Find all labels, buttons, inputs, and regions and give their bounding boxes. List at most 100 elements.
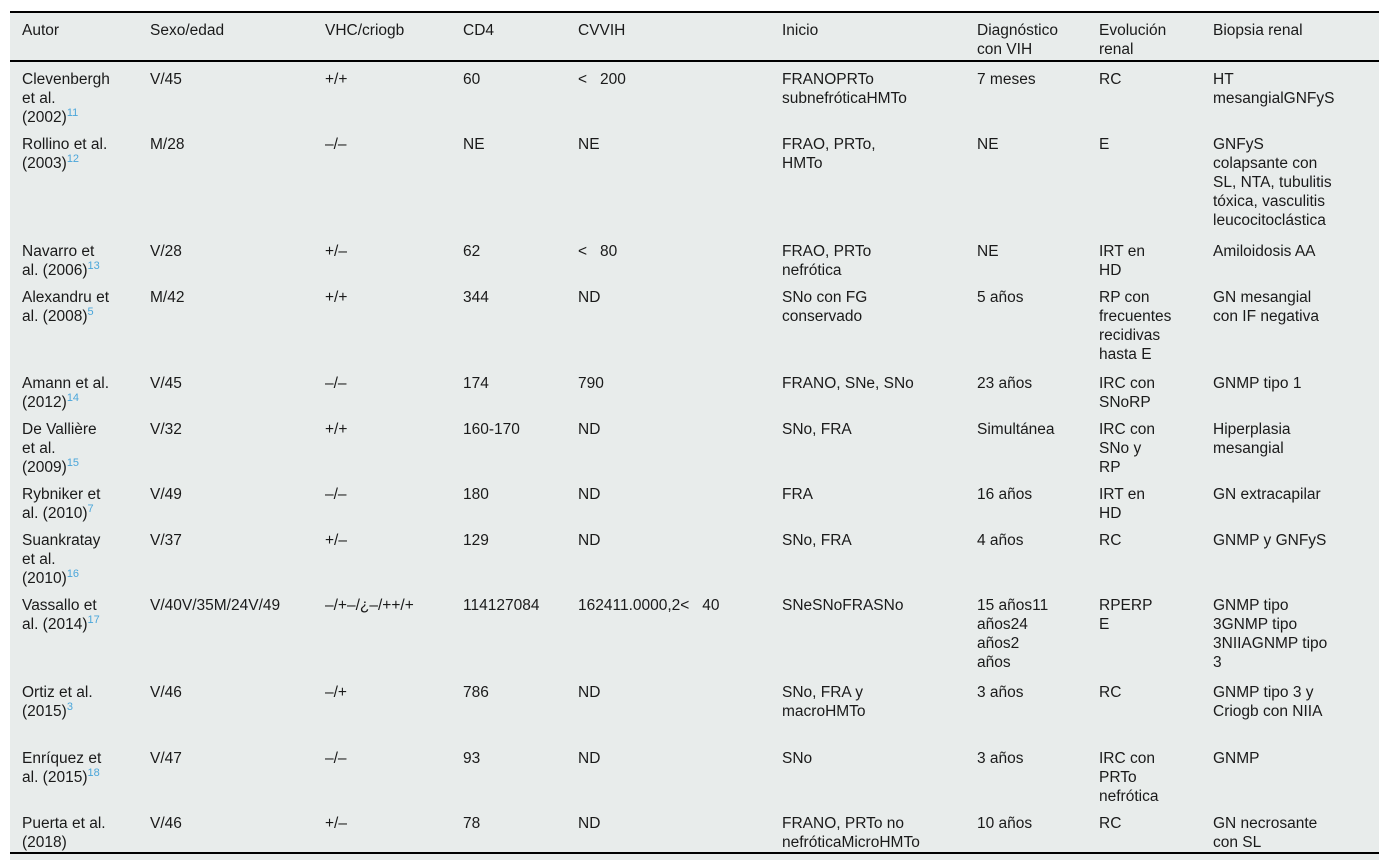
cell-diagnostico-con-vih: 3 años xyxy=(977,750,1024,767)
cell-cvvih: 790 xyxy=(578,375,604,392)
cell-diagnostico-con-vih: 3 años xyxy=(977,684,1024,701)
reference-superscript-link[interactable]: 12 xyxy=(66,152,80,165)
cell-inicio: FRA xyxy=(782,486,813,503)
cell-inicio: SNeSNoFRASNo xyxy=(782,597,904,614)
cell-sexo-edad: V/45 xyxy=(150,71,182,88)
cell-evolucion-renal: IRT en HD xyxy=(1099,243,1145,279)
cell-cd4: 160-170 xyxy=(463,421,520,438)
cell-evolucion-renal: RC xyxy=(1099,532,1122,549)
cell-cvvih: ND xyxy=(578,750,601,767)
cell-cd4: 786 xyxy=(463,684,489,701)
table-row: Ortiz et al. (2015)3 V/46 –/+ 786 ND SNo… xyxy=(10,675,1379,741)
author-citation: De Vallière et al. (2009) xyxy=(22,421,97,476)
cell-cd4: 174 xyxy=(463,375,489,392)
cell-diagnostico-con-vih: 5 años xyxy=(977,289,1024,306)
cell-inicio: SNo con FG conservado xyxy=(782,289,868,325)
cell-inicio: FRANOPRTo subnefróticaHMTo xyxy=(782,71,907,107)
cell-biopsia-renal: HT mesangialGNFyS xyxy=(1213,71,1335,107)
cell-vhc-criogb: +/– xyxy=(325,532,347,549)
cell-vhc-criogb: +/+ xyxy=(325,421,348,438)
reference-superscript-link[interactable]: 18 xyxy=(87,766,100,779)
cell-autor: Vassallo et al. (2014)17 xyxy=(10,588,138,675)
table-header-row: Autor Sexo/edad VHC/criogb CD4 CVVIH Ini… xyxy=(10,12,1379,62)
cell-cvvih: 162411.0000,2< 40 xyxy=(578,597,720,614)
cell-vhc-criogb: –/– xyxy=(325,375,347,392)
cell-cd4: 60 xyxy=(463,71,481,88)
cell-diagnostico-con-vih: 15 años11 años24 años2 años xyxy=(977,597,1049,671)
table-header: Autor Sexo/edad VHC/criogb CD4 CVVIH Ini… xyxy=(10,12,1379,62)
cell-inicio: FRANO, SNe, SNo xyxy=(782,375,914,392)
cell-biopsia-renal: GNMP tipo 3 y Criogb con NIIA xyxy=(1213,684,1323,720)
cell-cvvih: ND xyxy=(578,486,601,503)
author-citation: Enríquez et al. (2015) xyxy=(22,750,102,786)
column-header-biopsia-renal: Biopsia renal xyxy=(1201,12,1379,62)
cell-inicio: SNo, FRA y macroHMTo xyxy=(782,684,866,720)
cell-evolucion-renal: RC xyxy=(1099,684,1122,701)
cell-vhc-criogb: +/+ xyxy=(325,71,348,88)
cell-vhc-criogb: –/+ xyxy=(325,684,347,701)
cell-diagnostico-con-vih: 16 años xyxy=(977,486,1033,503)
cell-autor: Alexandru et al. (2008)5 xyxy=(10,280,138,366)
cell-sexo-edad: V/46 xyxy=(150,684,182,701)
cell-cd4: 180 xyxy=(463,486,489,503)
cell-cvvih: ND xyxy=(578,532,601,549)
cell-biopsia-renal: Amiloidosis AA xyxy=(1213,243,1316,260)
author-citation: Clevenbergh et al. (2002) xyxy=(22,71,110,126)
reference-superscript-link[interactable]: 5 xyxy=(87,305,94,318)
cell-diagnostico-con-vih: Simultánea xyxy=(977,421,1055,438)
cell-biopsia-renal: GN necrosante con SL xyxy=(1213,815,1318,851)
cell-autor: Clevenbergh et al. (2002)11 xyxy=(10,61,138,127)
author-citation: Navarro et al. (2006) xyxy=(22,243,95,279)
cell-sexo-edad: V/28 xyxy=(150,243,182,260)
cell-cd4: 93 xyxy=(463,750,481,767)
cell-biopsia-renal: GN extracapilar xyxy=(1213,486,1321,503)
reference-superscript-link[interactable]: 7 xyxy=(87,502,94,515)
cell-diagnostico-con-vih: 23 años xyxy=(977,375,1033,392)
cell-sexo-edad: M/28 xyxy=(150,136,185,153)
author-citation: Ortiz et al. (2015) xyxy=(22,684,93,720)
cell-vhc-criogb: –/– xyxy=(325,486,347,503)
reference-superscript-link[interactable]: 13 xyxy=(87,259,100,272)
cell-diagnostico-con-vih: 10 años xyxy=(977,815,1033,832)
author-citation: Rollino et al. (2003) xyxy=(22,136,108,172)
table-row: Alexandru et al. (2008)5 M/42 +/+ 344 ND… xyxy=(10,280,1379,366)
column-header-autor: Autor xyxy=(10,12,138,62)
table-row: Amann et al. (2012)14 V/45 –/– 174 790 F… xyxy=(10,366,1379,412)
cell-sexo-edad: M/42 xyxy=(150,289,185,306)
cell-evolucion-renal: RC xyxy=(1099,815,1122,832)
cell-evolucion-renal: RPERP E xyxy=(1099,597,1153,633)
cell-sexo-edad: V/45 xyxy=(150,375,182,392)
reference-superscript-link[interactable]: 3 xyxy=(66,700,73,713)
cell-cd4: 62 xyxy=(463,243,481,260)
table-row: Rybniker et al. (2010)7 V/49 –/– 180 ND … xyxy=(10,477,1379,523)
cell-cd4: 114127084 xyxy=(463,597,540,614)
table-row: Clevenbergh et al. (2002)11 V/45 +/+ 60 … xyxy=(10,61,1379,127)
cell-inicio: SNo, FRA xyxy=(782,421,852,438)
reference-superscript-link[interactable]: 14 xyxy=(66,391,80,404)
reference-superscript-link[interactable]: 16 xyxy=(66,567,80,580)
cell-cvvih: NE xyxy=(578,136,600,153)
cell-cvvih: < 80 xyxy=(578,243,618,260)
cell-evolucion-renal: IRT en HD xyxy=(1099,486,1145,522)
cell-autor: De Vallière et al. (2009)15 xyxy=(10,412,138,477)
cell-cvvih: ND xyxy=(578,684,601,701)
table-row: Suankratay et al. (2010)16 V/37 +/– 129 … xyxy=(10,523,1379,588)
cell-autor: Rollino et al. (2003)12 xyxy=(10,127,138,234)
cell-vhc-criogb: –/+–/¿–/++/+ xyxy=(325,597,414,614)
cell-autor: Suankratay et al. (2010)16 xyxy=(10,523,138,588)
column-header-vhc-criogb: VHC/criogb xyxy=(313,12,451,62)
cell-vhc-criogb: +/+ xyxy=(325,289,348,306)
reference-superscript-link[interactable]: 11 xyxy=(66,106,79,119)
cell-cd4: 78 xyxy=(463,815,481,832)
reference-superscript-link[interactable]: 17 xyxy=(87,613,100,626)
cell-evolucion-renal: IRC con SNo y RP xyxy=(1099,421,1155,476)
cell-inicio: SNo xyxy=(782,750,813,767)
table-row: Enríquez et al. (2015)18 V/47 –/– 93 ND … xyxy=(10,741,1379,806)
author-citation: Alexandru et al. (2008) xyxy=(22,289,110,325)
cell-evolucion-renal: RC xyxy=(1099,71,1122,88)
table-row: Vassallo et al. (2014)17 V/40V/35M/24V/4… xyxy=(10,588,1379,675)
reference-superscript-link[interactable]: 15 xyxy=(66,456,80,469)
cell-evolucion-renal: RP con frecuentes recidivas hasta E xyxy=(1099,289,1172,363)
case-reports-table-panel: Autor Sexo/edad VHC/criogb CD4 CVVIH Ini… xyxy=(10,11,1379,860)
cell-biopsia-renal: GN mesangial con IF negativa xyxy=(1213,289,1319,325)
